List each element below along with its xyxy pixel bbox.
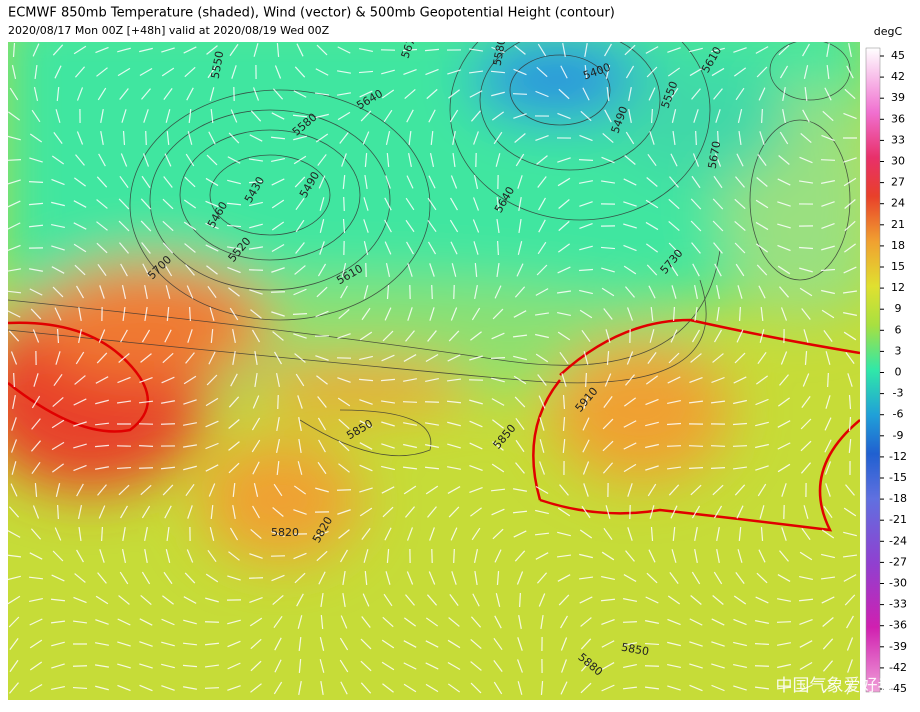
- colorbar-tick-label: 0: [895, 366, 902, 379]
- wind-arrow: [755, 644, 769, 645]
- wind-arrow: [623, 622, 637, 623]
- colorbar-tick-label: 21: [891, 218, 905, 231]
- colorbar-ticks: 4542393633302724211815129630-3-6-9-12-15…: [880, 49, 907, 695]
- wind-arrow: [667, 446, 681, 447]
- colorbar-tick-label: 27: [891, 176, 905, 189]
- wind-arrow: [762, 109, 763, 123]
- wind-arrow: [432, 285, 433, 299]
- wind-arrow: [139, 446, 153, 447]
- colorbar-tick-label: -42: [889, 661, 907, 674]
- wind-arrow: [293, 314, 307, 315]
- colorbar-tick-label: 15: [891, 260, 905, 273]
- colorbar-tick-label: 39: [891, 91, 905, 104]
- colorbar-tick-label: 12: [891, 281, 905, 294]
- wind-arrow: [513, 94, 527, 95]
- wind-arrow: [146, 131, 147, 145]
- colorbar-tick-label: 33: [891, 133, 905, 146]
- colorbar-tick-label: -6: [893, 408, 904, 421]
- colorbar: [866, 48, 880, 692]
- colorbar-tick-label: -30: [889, 577, 907, 590]
- wind-arrow: [733, 446, 747, 447]
- wind-arrow: [102, 527, 103, 541]
- colorbar-tick-label: -21: [889, 513, 907, 526]
- wind-arrow: [454, 549, 455, 563]
- wind-arrow: [696, 131, 697, 145]
- wind-arrow: [689, 468, 703, 469]
- colorbar-tick-label: -24: [889, 534, 907, 547]
- wind-arrow: [740, 307, 741, 321]
- wind-arrow: [821, 160, 835, 161]
- wind-arrow: [777, 622, 791, 623]
- colorbar-tick-label: 3: [895, 344, 902, 357]
- watermark: 中国气象爱好者: [776, 676, 895, 696]
- wind-arrow: [586, 373, 587, 387]
- wind-arrow: [828, 373, 829, 387]
- colorbar-tick-label: 42: [891, 70, 905, 83]
- wind-arrow: [498, 241, 499, 255]
- wind-arrow: [674, 307, 675, 321]
- wind-arrow: [711, 468, 725, 469]
- wind-arrow: [689, 446, 703, 447]
- colorbar-tick-label: -15: [889, 471, 907, 484]
- colorbar-tick-label: -36: [889, 619, 907, 632]
- colorbar-tick-label: -18: [889, 492, 907, 505]
- wind-arrow: [58, 505, 59, 519]
- colorbar-tick-label: 30: [891, 155, 905, 168]
- colorbar-tick-label: -3: [893, 387, 904, 400]
- colorbar-tick-label: -33: [889, 598, 907, 611]
- wind-arrow: [271, 292, 285, 293]
- colorbar-tick-label: -27: [889, 555, 907, 568]
- wind-arrow: [711, 446, 725, 447]
- wind-arrow: [652, 109, 653, 123]
- wind-arrow: [139, 468, 153, 469]
- wind-arrow: [161, 424, 175, 425]
- map-subtitle: 2020/08/17 Mon 00Z [+48h] valid at 2020/…: [8, 24, 330, 37]
- wind-arrow: [278, 395, 279, 409]
- colorbar-tick-label: -9: [893, 429, 904, 442]
- colorbar-tick-label: 36: [891, 112, 905, 125]
- wind-arrow: [520, 593, 521, 607]
- colorbar-tick-label: 18: [891, 239, 905, 252]
- colorbar-tick-label: -39: [889, 640, 907, 653]
- wind-arrow: [205, 688, 219, 689]
- colorbar-tick-label: 9: [895, 302, 902, 315]
- contour-label: 5820: [271, 526, 299, 539]
- colorbar-tick-label: 24: [891, 197, 905, 210]
- map-title: ECMWF 850mb Temperature (shaded), Wind (…: [8, 6, 615, 21]
- wind-arrow: [579, 160, 593, 161]
- colorbar-unit: degC: [874, 25, 903, 38]
- wind-arrow: [29, 182, 43, 183]
- wind-arrow: [190, 307, 191, 321]
- wind-arrow: [344, 197, 345, 211]
- wind-arrow: [7, 160, 21, 161]
- colorbar-tick-label: -12: [889, 450, 907, 463]
- wind-arrow: [403, 402, 417, 403]
- wind-arrow: [14, 373, 15, 387]
- wind-arrow: [337, 490, 351, 491]
- colorbar-tick-label: 45: [891, 49, 905, 62]
- wind-arrow: [73, 688, 87, 689]
- wind-arrow: [491, 358, 505, 359]
- colorbar-tick-label: 6: [895, 323, 902, 336]
